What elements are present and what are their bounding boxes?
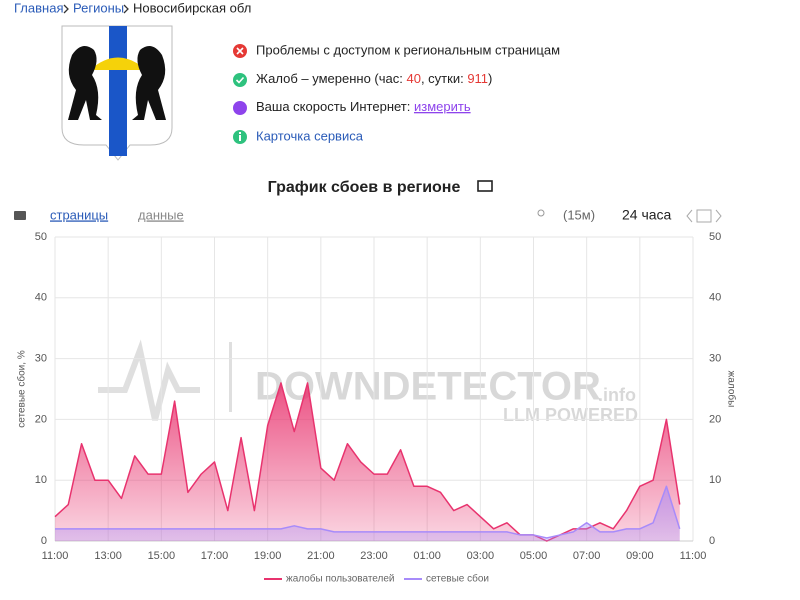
watermark: [98, 339, 232, 421]
x-tick-label: 03:00: [467, 550, 495, 562]
ok-icon: [235, 76, 245, 84]
interval[interactable]: (15м): [563, 207, 595, 222]
series-line: [54, 382, 681, 542]
watermark-tagline: LLM POWERED: [503, 405, 638, 425]
x-tick-label: 05:00: [520, 550, 548, 562]
text: Ваша скорость Интернет:: [256, 99, 414, 114]
range[interactable]: 24 часа: [622, 207, 672, 223]
x-tick-label: 23:00: [360, 550, 388, 562]
text: Жалоб – умеренно (час:: [256, 71, 406, 86]
y-axis-label: сетевые сбои, %: [16, 350, 28, 428]
watermark-brand: DOWNDETECTOR: [255, 365, 601, 409]
user-icon: [537, 209, 545, 217]
y-tick-label: 0: [41, 535, 47, 547]
status-complaints: Жалоб – умеренно (час: 40, сутки: 911): [256, 71, 492, 86]
x-tick-label: 09:00: [626, 550, 654, 562]
x-tick-label: 19:00: [254, 550, 282, 562]
x-tick-label: 11:00: [42, 550, 69, 562]
y-tick-label: 10: [35, 474, 47, 486]
y2-tick-label: 10: [709, 474, 721, 486]
x-tick-label: 13:00: [94, 550, 122, 562]
series-line: [55, 485, 681, 539]
y2-tick-label: 40: [709, 292, 721, 304]
chevron: [123, 4, 129, 14]
monitor-icon: [477, 180, 493, 192]
x-tick-label: 01:00: [413, 550, 441, 562]
info-icon: [239, 135, 241, 141]
breadcrumb[interactable]: Регионы: [73, 0, 124, 15]
info-icon: [239, 132, 241, 134]
text: ): [488, 71, 492, 86]
chart-title: График сбоев в регионе: [268, 179, 461, 196]
error-icon: [236, 47, 244, 55]
x-tick-label: 15:00: [148, 550, 176, 562]
status-access: Проблемы с доступом к региональным стран…: [256, 42, 560, 57]
hour-count: 40: [406, 71, 420, 86]
service-card-link[interactable]: Карточка сервиса: [256, 128, 364, 143]
coat-of-arms: [61, 25, 173, 161]
y-tick-label: 40: [35, 292, 47, 304]
y-tick-label: 30: [35, 353, 47, 365]
speed-icon: [233, 101, 247, 115]
area: [55, 486, 680, 541]
watermark-suffix: .info: [598, 385, 636, 405]
x-tick-label: 11:00: [680, 550, 707, 562]
camera-icon[interactable]: [14, 211, 26, 220]
y2-axis-label: жалобы: [725, 371, 737, 408]
y-tick-label: 20: [35, 413, 47, 425]
y-tick-label: 50: [35, 231, 47, 243]
text: , сутки:: [421, 71, 467, 86]
tab[interactable]: данные: [138, 207, 184, 222]
day-count: 911: [467, 71, 488, 86]
y2-tick-label: 30: [709, 353, 721, 365]
status-speed: Ваша скорость Интернет: измерить: [256, 99, 471, 114]
measure-link[interactable]: измерить: [414, 99, 471, 114]
ok-icon: [233, 73, 247, 87]
range-arrows[interactable]: [686, 209, 722, 223]
x-tick-label: 21:00: [307, 550, 335, 562]
x-tick-label: 07:00: [573, 550, 601, 562]
x-tick-label: 17:00: [201, 550, 229, 562]
legend-label: жалобы пользователей: [286, 573, 395, 585]
area: [55, 382, 680, 541]
y2-tick-label: 0: [709, 535, 715, 547]
breadcrumb: Новосибирская обл: [133, 0, 251, 15]
chevron: [63, 4, 69, 14]
legend-label: сетевые сбои: [426, 573, 489, 585]
y2-tick-label: 50: [709, 231, 721, 243]
breadcrumb[interactable]: Главная: [14, 0, 63, 15]
tab[interactable]: страницы: [50, 207, 108, 222]
calendar-icon[interactable]: [696, 209, 712, 223]
y2-tick-label: 20: [709, 413, 721, 425]
